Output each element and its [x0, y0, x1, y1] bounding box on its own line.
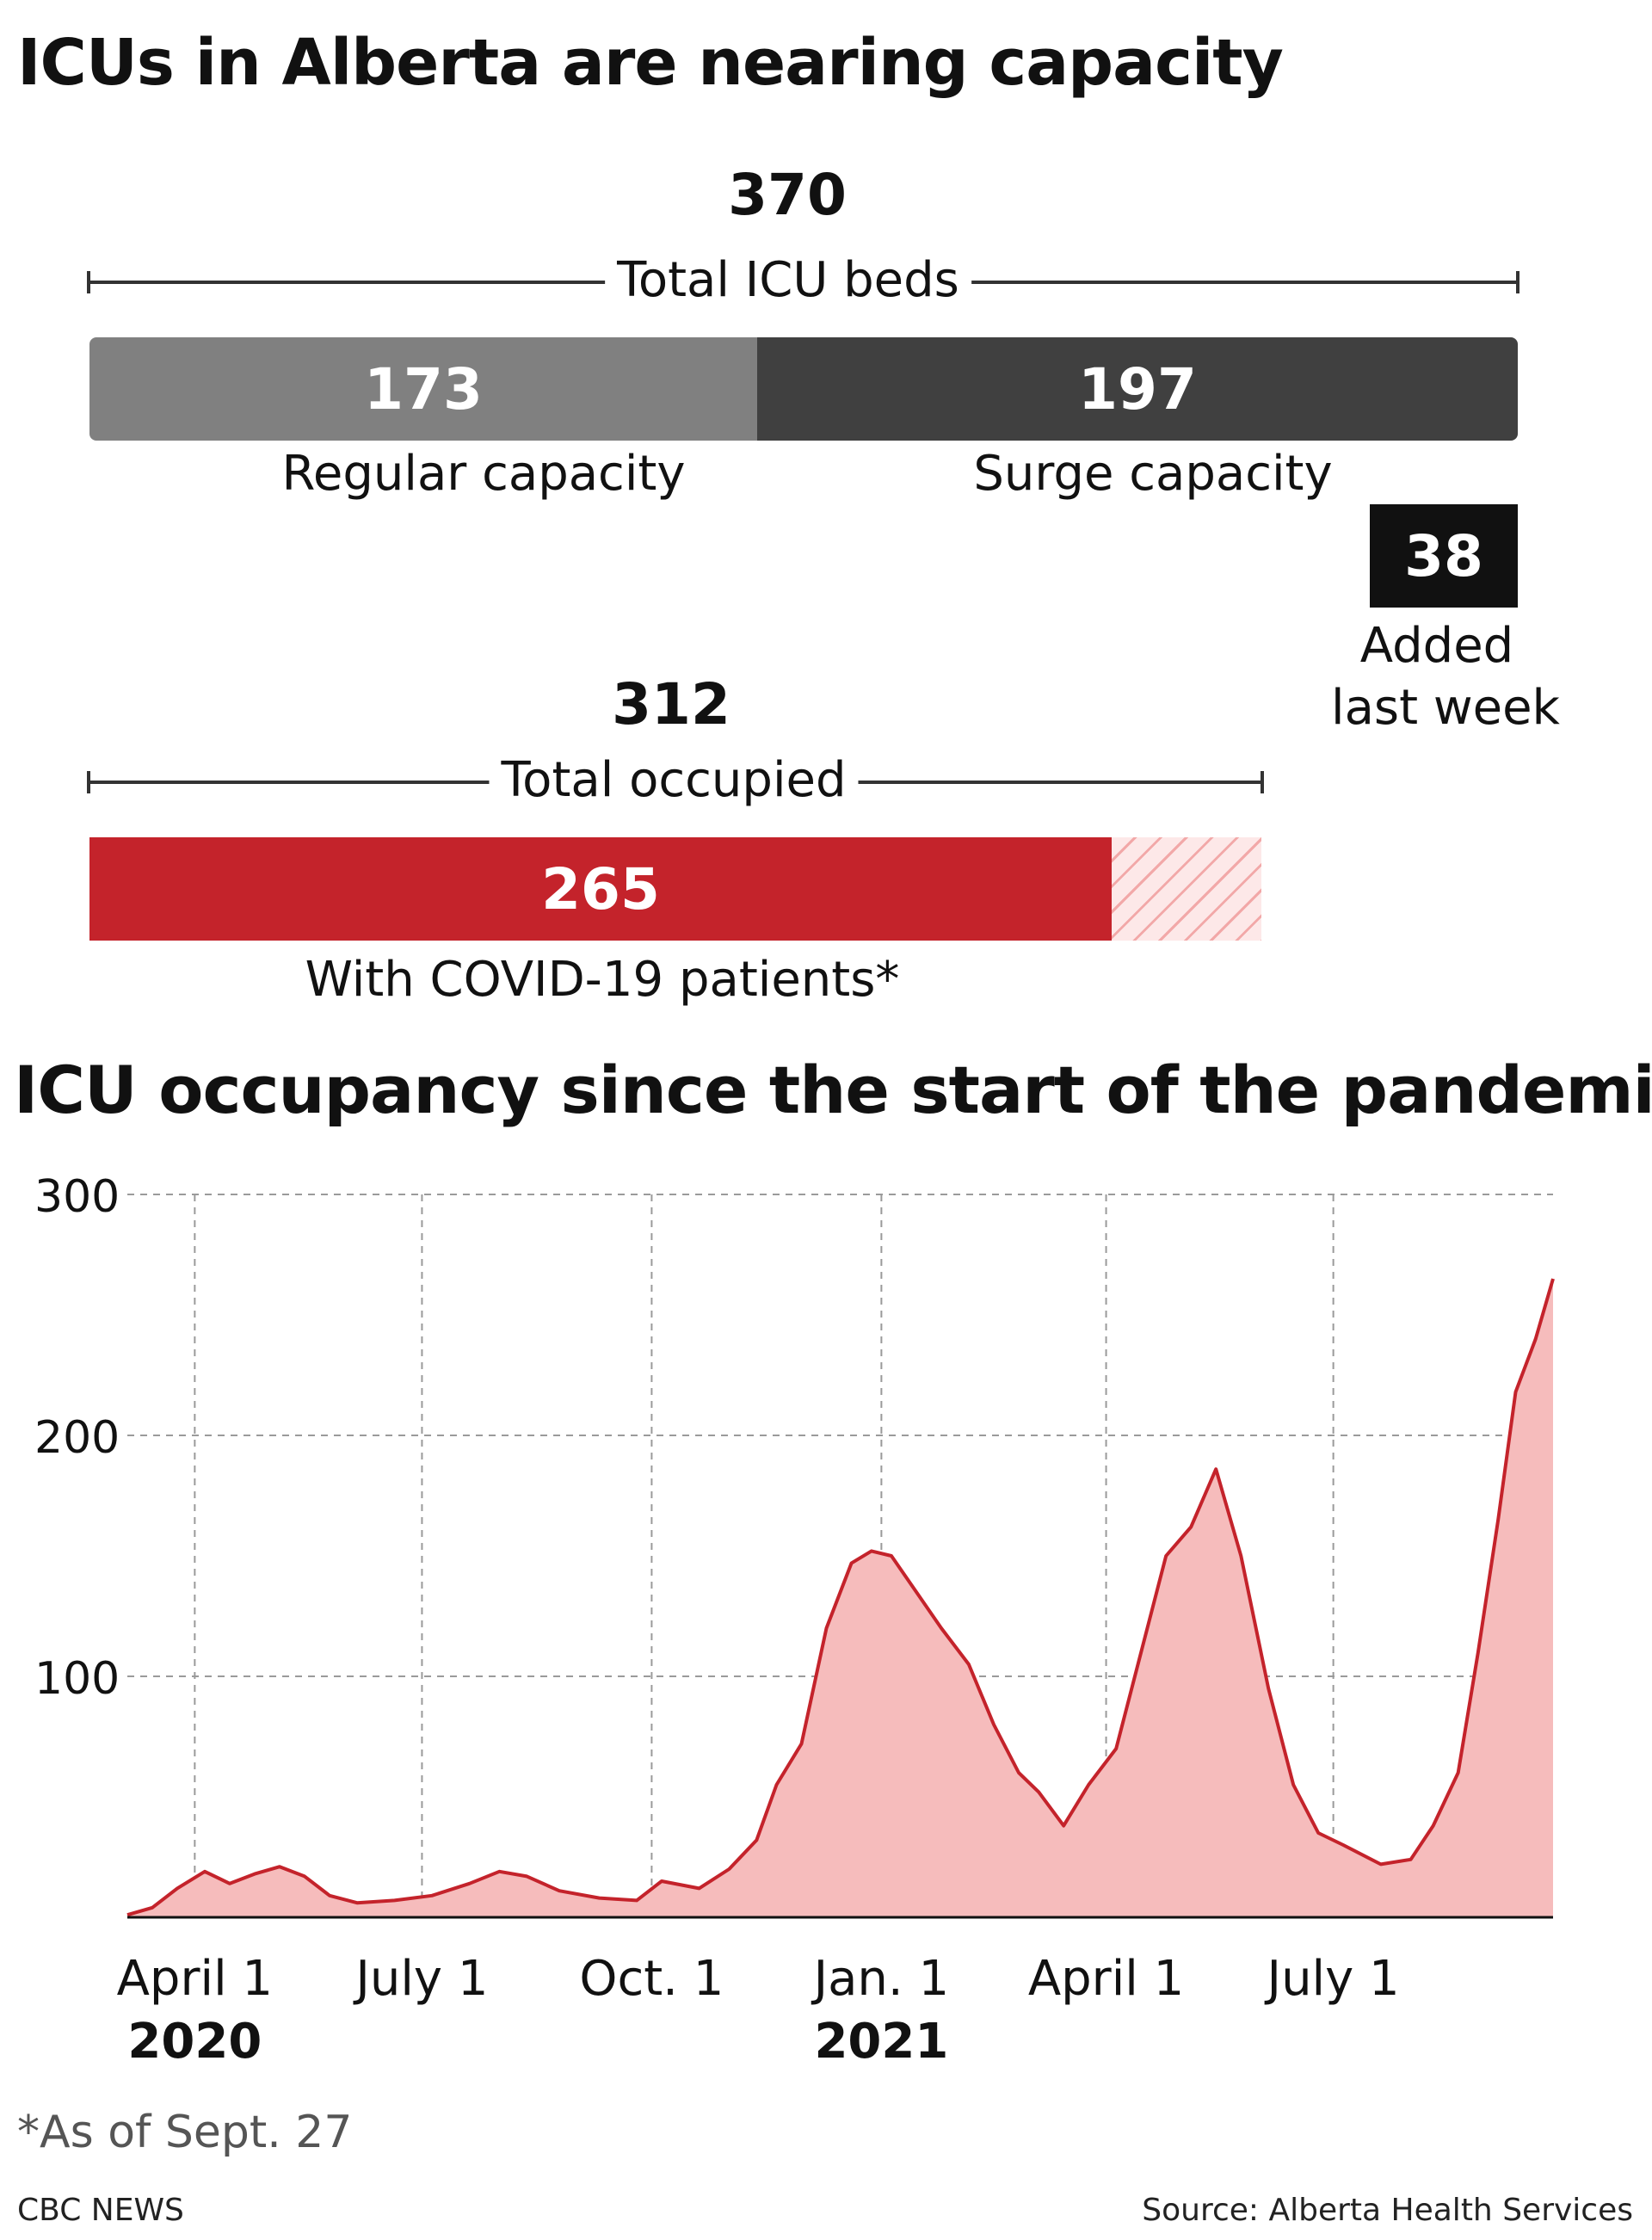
surge-capacity-value: 197 [1078, 355, 1197, 423]
x-tick-label-5: July 1 [1265, 1951, 1400, 2007]
y-tick-label-300: 300 [34, 1171, 120, 1223]
chart-axis-layer: 100 200 300 April 1 2020 July 1 Oct. 1 Jan. 1 20… [34, 1171, 1553, 2070]
total-occupied-value: 312 [612, 671, 730, 737]
footnote: *As of Sept. 27 [17, 2107, 353, 2158]
surge-capacity-label: Surge capacity [973, 446, 1333, 502]
other-occupied-hatch [1112, 837, 1261, 941]
series-line [126, 1278, 1555, 1917]
chart-title: ICU occupancy since the start of the pan… [14, 1052, 1652, 1128]
occupancy-chart: 100 200 300 April 1 2020 July 1 Oct. 1 Jan. 1 20… [34, 1171, 1555, 2070]
page-title: ICUs in Alberta are nearing capacity [17, 26, 1284, 100]
covid-occupied-label: With COVID-19 patients* [305, 952, 900, 1008]
regular-capacity-bar: 173 [89, 337, 757, 441]
total-beds-label: Total ICU beds [605, 250, 971, 311]
x-tick-label-3: Jan. 1 [811, 1951, 950, 2007]
total-beds-value: 370 [728, 162, 847, 228]
x-tick-label-0: April 1 [117, 1951, 273, 2007]
surge-capacity-bar: 197 [757, 337, 1518, 441]
total-beds-bracket: Total ICU beds [87, 250, 1519, 311]
x-tick-year-0: 2020 [127, 2014, 262, 2070]
regular-capacity-value: 173 [364, 355, 483, 423]
y-tick-label-200: 200 [34, 1412, 120, 1464]
added-label-line2: last week [1331, 680, 1560, 736]
series-area [127, 1279, 1553, 1917]
total-occupied-bracket: Total occupied [87, 750, 1264, 811]
credit-left: CBC NEWS [17, 2193, 184, 2228]
x-tick-label-2: Oct. 1 [579, 1951, 724, 2007]
chart-area-layer [126, 1278, 1555, 1917]
y-tick-label-100: 100 [34, 1653, 120, 1705]
x-tick-year-3: 2021 [814, 2014, 948, 2070]
regular-capacity-label: Regular capacity [281, 446, 686, 502]
total-occupied-label: Total occupied [489, 750, 859, 811]
added-last-week-value: 38 [1404, 522, 1483, 589]
covid-occupied-value: 265 [541, 855, 660, 923]
added-last-week-badge: 38 [1370, 504, 1518, 608]
covid-occupied-bar: 265 [89, 837, 1112, 941]
added-label-line1: Added [1359, 618, 1514, 674]
credit-right: Source: Alberta Health Services [1142, 2193, 1633, 2228]
x-tick-label-4: April 1 [1028, 1951, 1184, 2007]
x-tick-label-1: July 1 [353, 1951, 488, 2007]
